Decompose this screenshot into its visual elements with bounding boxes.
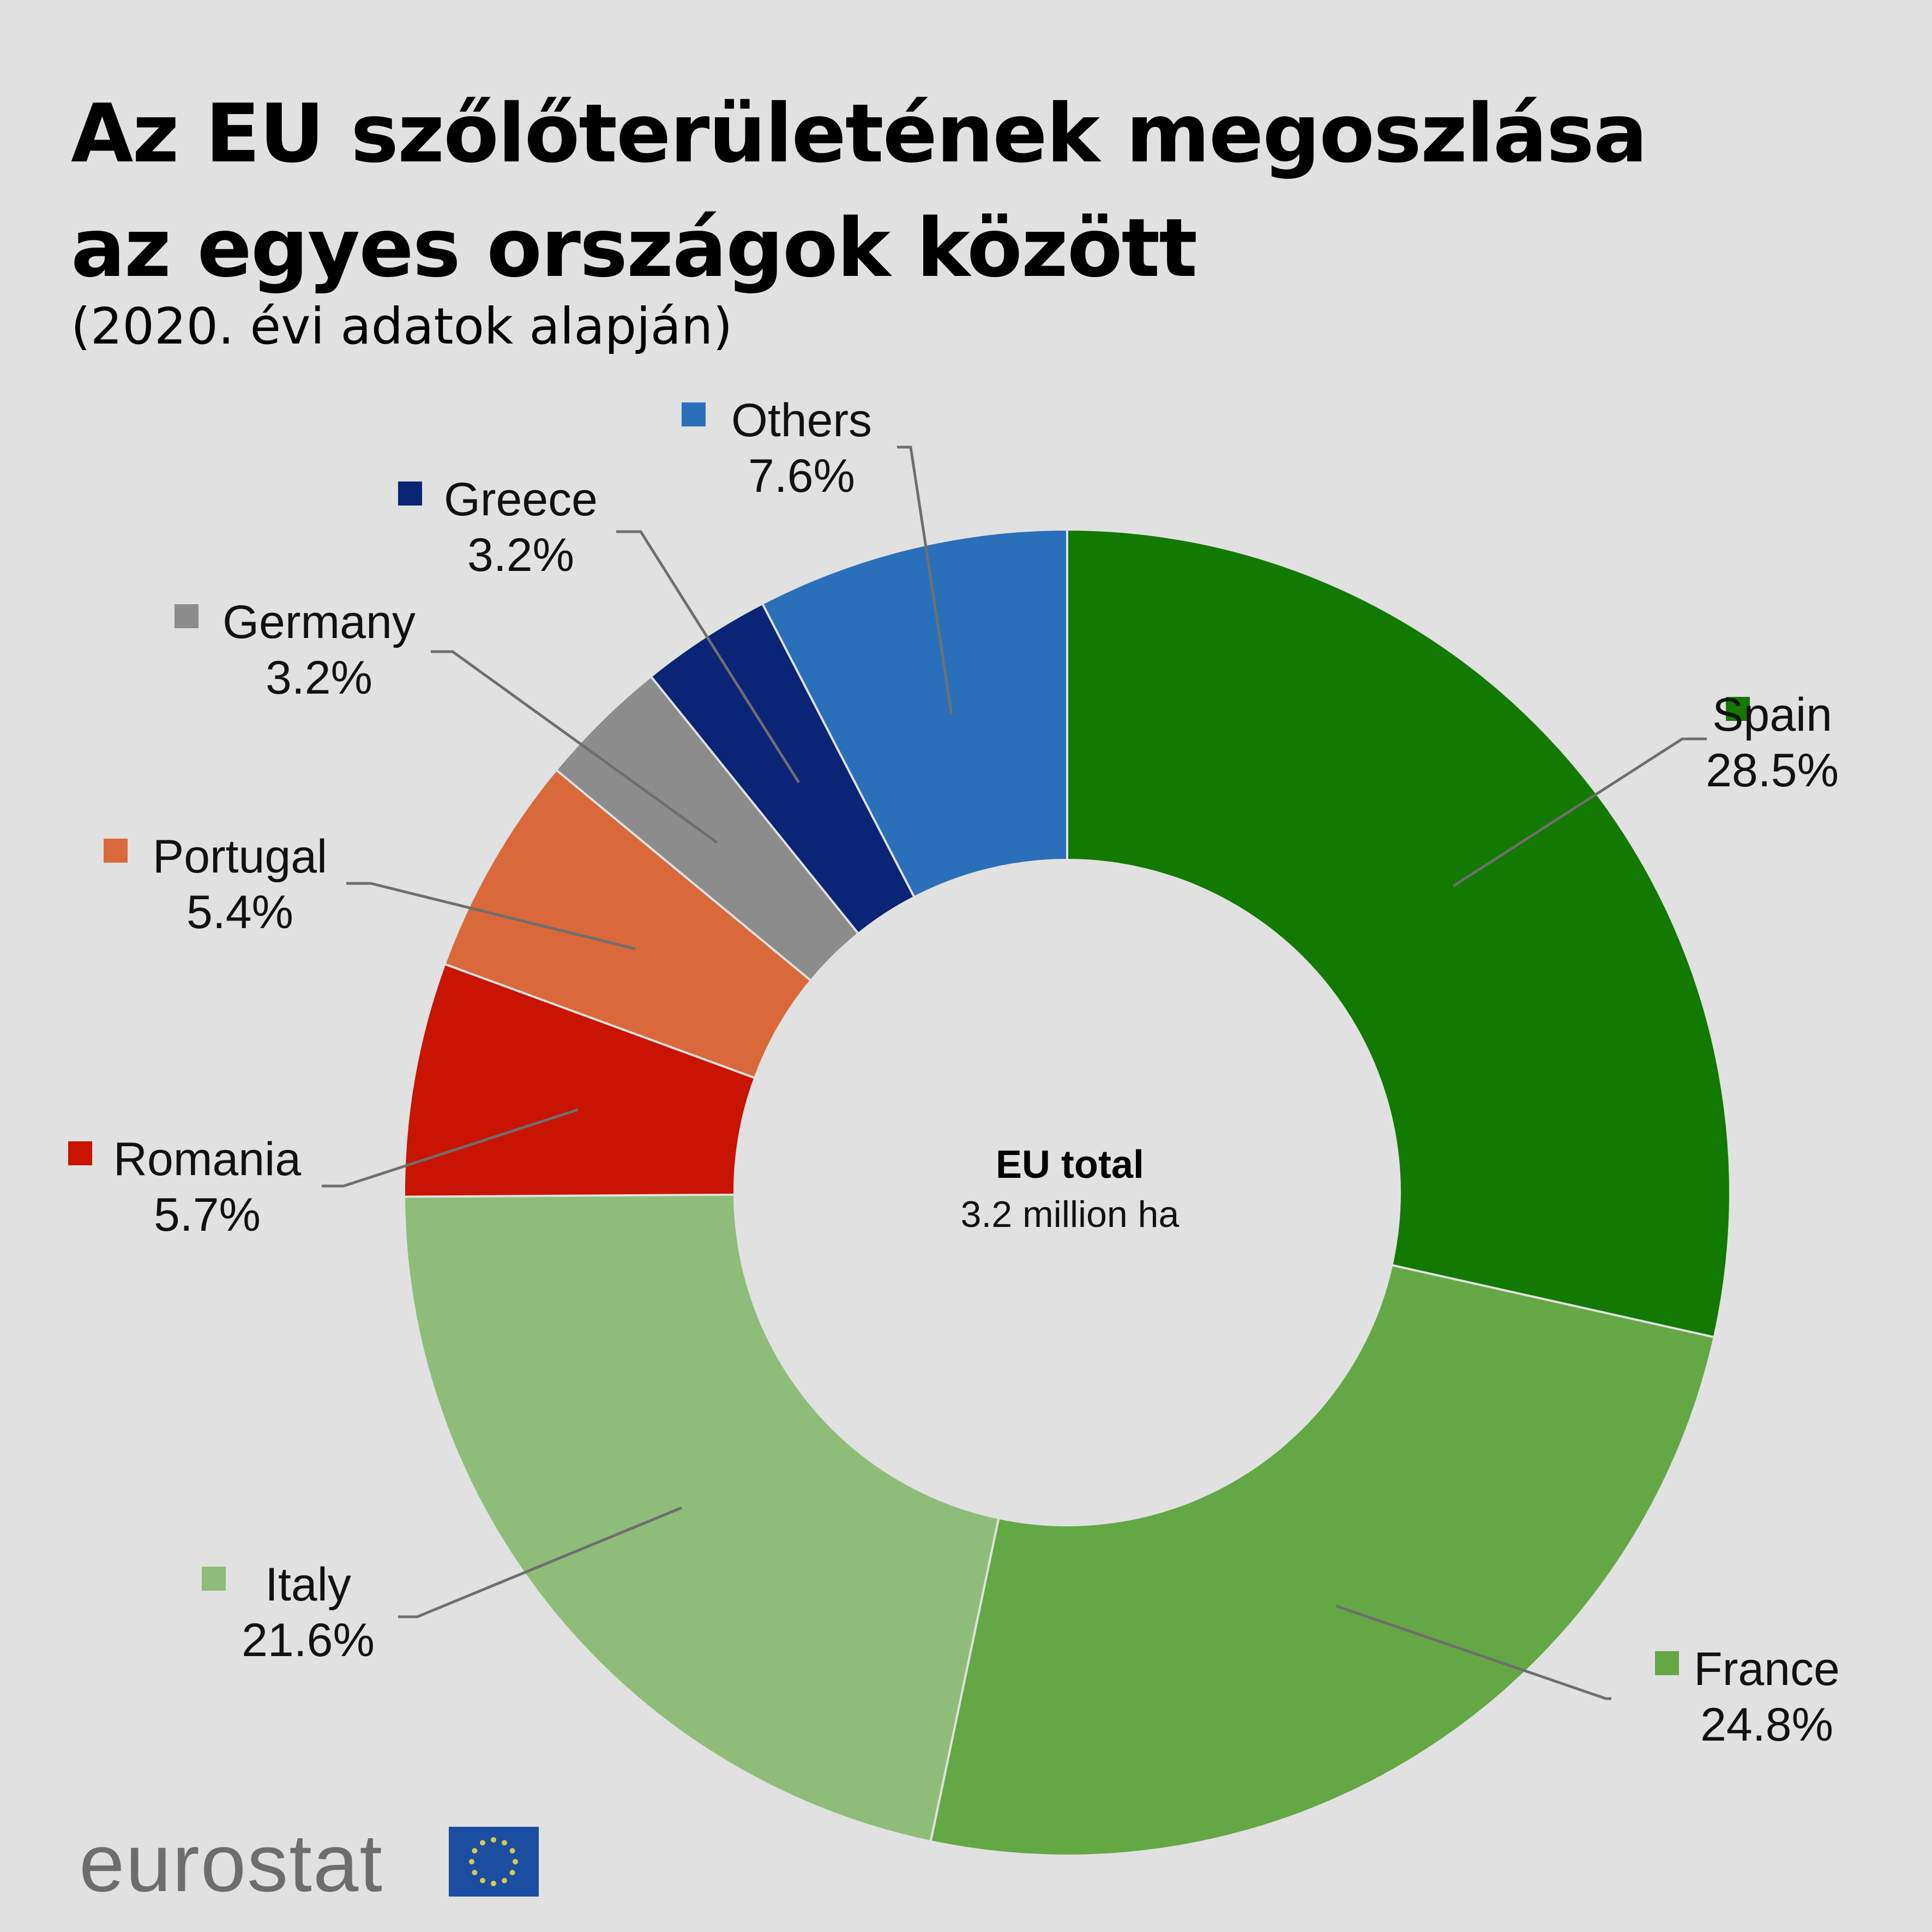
label-value-others: 7.6%: [748, 450, 855, 502]
star-icon: [472, 1870, 478, 1875]
leader-lines: [322, 446, 1707, 1700]
leader-line-italy: [398, 1506, 682, 1618]
label-name-spain: Spain: [1712, 689, 1832, 741]
leader-line-germany: [431, 650, 718, 844]
label-name-germany: Germany: [222, 596, 416, 648]
star-icon: [491, 1881, 496, 1886]
eu-flag-icon: [449, 1827, 539, 1897]
slices-group: [403, 528, 1731, 1857]
legend-swatch-france: [1655, 1651, 1679, 1675]
slice-spain: [1066, 528, 1731, 1339]
slice-others: [761, 528, 1068, 899]
star-icon: [480, 1840, 485, 1846]
star-icon: [491, 1837, 496, 1843]
star-icon: [502, 1877, 507, 1883]
slice-labels: Spain28.5%France24.8%Italy21.6%Romania5.…: [68, 394, 1840, 1751]
label-value-germany: 3.2%: [266, 652, 372, 704]
label-value-spain: 28.5%: [1706, 744, 1839, 797]
eurostat-logo-text: eurostat: [79, 1817, 383, 1909]
label-name-greece: Greece: [444, 473, 598, 526]
leader-line-romania: [322, 1108, 579, 1188]
title-line-2: az egyes országok között: [71, 201, 1197, 295]
label-name-romania: Romania: [113, 1133, 301, 1185]
star-icon: [472, 1848, 478, 1853]
legend-swatch-romania: [68, 1141, 92, 1165]
leader-line-portugal: [346, 882, 636, 950]
star-icon: [509, 1870, 515, 1875]
label-value-portugal: 5.4%: [186, 886, 293, 938]
legend-swatch-italy: [202, 1567, 226, 1591]
label-name-italy: Italy: [265, 1558, 351, 1611]
legend-swatch-portugal: [104, 839, 128, 863]
center-value: 3.2 million ha: [961, 1194, 1179, 1235]
star-icon: [502, 1840, 507, 1846]
label-name-portugal: Portugal: [153, 830, 327, 883]
star-icon: [509, 1848, 515, 1853]
chart-title: Az EU szőlőterületének megoszlása az egy…: [71, 76, 1648, 305]
leader-line-others: [897, 446, 953, 715]
slice-france: [929, 1263, 1716, 1857]
center-title: EU total: [996, 1143, 1144, 1187]
leader-line-spain: [1452, 737, 1707, 888]
chart-subtitle: (2020. évi adatok alapján): [71, 297, 733, 356]
star-icon: [480, 1877, 485, 1883]
legend-swatch-others: [682, 402, 706, 426]
legend-swatch-germany: [174, 604, 198, 628]
legend-swatch-greece: [398, 482, 422, 505]
label-value-italy: 21.6%: [242, 1614, 375, 1666]
title-line-1: Az EU szőlőterületének megoszlása: [71, 87, 1648, 180]
label-value-france: 24.8%: [1700, 1699, 1833, 1751]
label-value-romania: 5.7%: [154, 1189, 261, 1241]
star-icon: [513, 1859, 518, 1864]
leader-line-france: [1335, 1604, 1611, 1700]
label-name-france: France: [1694, 1643, 1840, 1695]
legend-swatch-spain: [1726, 697, 1750, 721]
eu-stars-icon: [469, 1837, 518, 1886]
label-name-others: Others: [731, 394, 872, 447]
star-icon: [469, 1859, 474, 1864]
leader-line-greece: [616, 530, 801, 784]
slice-italy: [403, 1193, 1000, 1843]
label-value-greece: 3.2%: [467, 529, 574, 581]
